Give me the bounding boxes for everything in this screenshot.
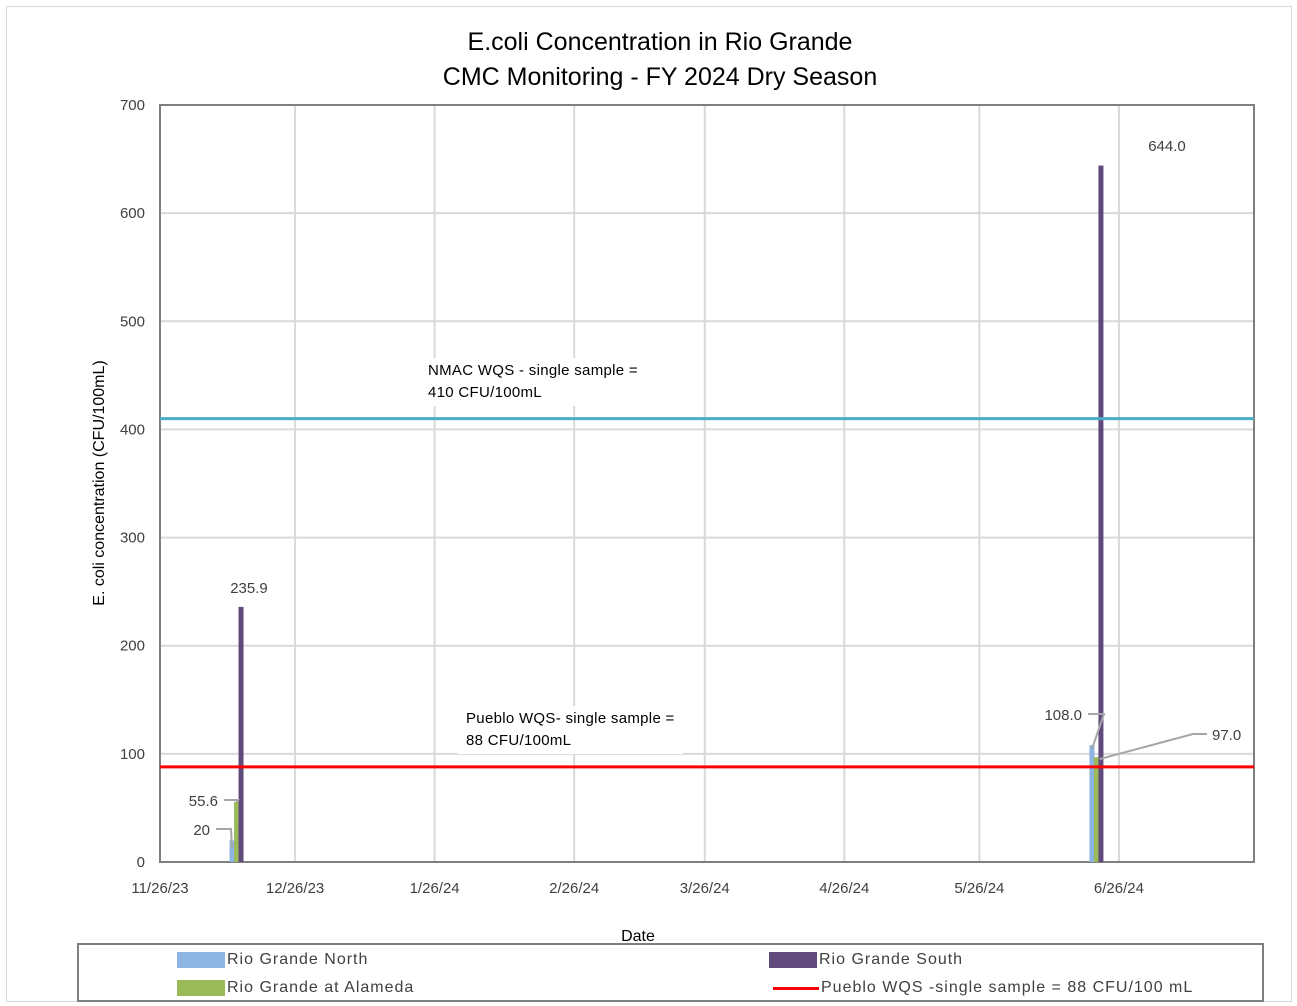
pueblo-annotation: Pueblo WQS- single sample = 88 CFU/100mL: [458, 706, 683, 754]
data-label: 97.0: [1212, 727, 1241, 744]
x-tick-label: 5/26/24: [954, 880, 1004, 897]
chart-subtitle: CMC Monitoring - FY 2024 Dry Season: [442, 63, 878, 91]
bar-rio-grande-north: [1089, 745, 1095, 862]
legend-item-pueblo-wqs: Pueblo WQS -single sample = 88 CFU/100 m…: [773, 979, 1193, 997]
x-tick-label: 2/26/24: [549, 880, 599, 897]
data-label: 235.9: [230, 580, 268, 597]
bar-rio-grande-south: [238, 606, 244, 862]
data-label: 20: [193, 822, 210, 839]
pueblo-annotation-line1: Pueblo WQS- single sample =: [466, 710, 675, 727]
chart-title: E.coli Concentration in Rio Grande: [467, 28, 853, 56]
legend-label-south: Rio Grande South: [819, 951, 964, 968]
y-tick-label: 100: [120, 746, 145, 763]
pueblo-annotation-line2: 88 CFU/100mL: [466, 732, 572, 749]
x-tick-label: 11/26/23: [131, 880, 188, 897]
legend-swatch-south: [769, 952, 817, 968]
y-tick-label: 0: [137, 854, 145, 871]
x-axis-label: Date: [621, 928, 655, 945]
legend-swatch-north: [177, 952, 225, 968]
data-label: 55.6: [189, 793, 218, 810]
legend: Rio Grande North Rio Grande South Rio Gr…: [77, 943, 1264, 1002]
x-tick-label: 4/26/24: [819, 880, 869, 897]
y-tick-label: 600: [120, 205, 145, 222]
data-label-leader: [216, 828, 234, 849]
nmac-annotation: NMAC WQS - single sample = 410 CFU/100mL: [420, 358, 646, 406]
data-label-leader: [1088, 713, 1106, 750]
legend-swatch-alameda: [177, 980, 225, 996]
bar-rio-grande-at-alameda: [1093, 757, 1099, 862]
data-label-leader: [224, 799, 241, 803]
data-label: 644.0: [1148, 138, 1186, 155]
bar-rio-grande-south: [1098, 165, 1104, 862]
data-label-leader: [1099, 733, 1207, 761]
plot-area-border: [159, 104, 1255, 863]
legend-label-pueblo: Pueblo WQS -single sample = 88 CFU/100 m…: [821, 979, 1194, 996]
legend-label-north: Rio Grande North: [227, 951, 369, 968]
y-axis-label: E. coli concentration (CFU/100mL): [91, 360, 108, 606]
legend-item-rio-grande-north: Rio Grande North: [177, 951, 368, 969]
legend-item-rio-grande-south: Rio Grande South: [769, 951, 963, 969]
x-tick-label: 1/26/24: [410, 880, 460, 897]
bar-rio-grande-at-alameda: [234, 801, 240, 862]
legend-item-rio-grande-alameda: Rio Grande at Alameda: [177, 979, 414, 997]
nmac-annotation-line1: NMAC WQS - single sample =: [428, 362, 638, 379]
y-tick-label: 500: [120, 313, 145, 330]
x-tick-label: 3/26/24: [680, 880, 730, 897]
legend-swatch-pueblo: [773, 986, 819, 990]
data-label: 108.0: [1044, 707, 1082, 724]
y-tick-label: 400: [120, 421, 145, 438]
bar-rio-grande-north: [229, 840, 235, 862]
nmac-annotation-line2: 410 CFU/100mL: [428, 384, 542, 401]
x-tick-label: 12/26/23: [266, 880, 324, 897]
legend-label-alameda: Rio Grande at Alameda: [227, 979, 415, 996]
y-tick-label: 700: [120, 97, 145, 114]
y-tick-label: 200: [120, 638, 145, 655]
y-tick-label: 300: [120, 530, 145, 547]
x-tick-label: 6/26/24: [1094, 880, 1144, 897]
